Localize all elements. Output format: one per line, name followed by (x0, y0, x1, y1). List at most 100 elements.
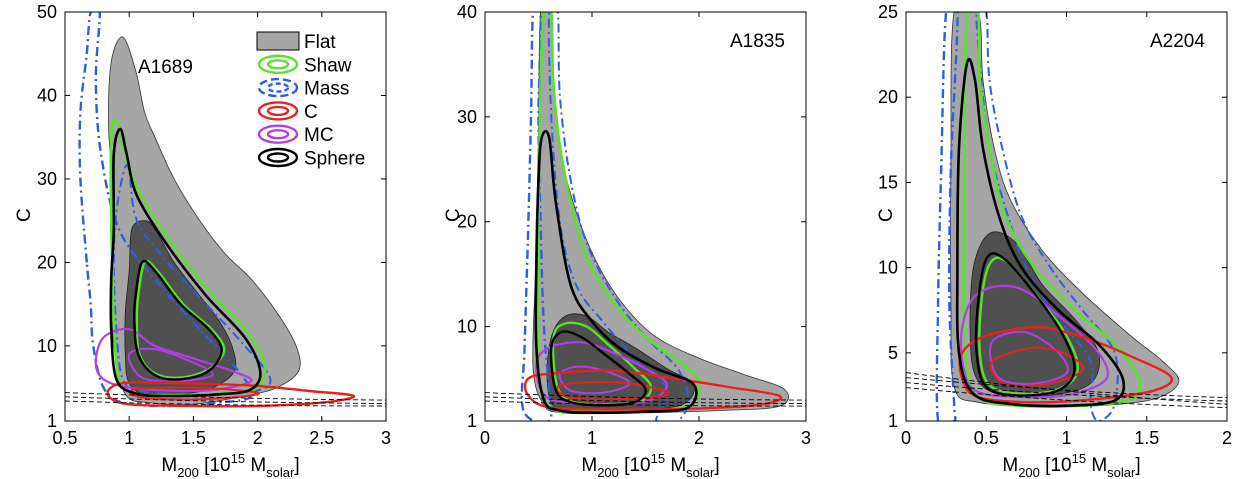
xlabel-part: ] (294, 455, 299, 476)
x-tick-label: 1.5 (181, 428, 206, 448)
x-tick-label: 0 (480, 428, 490, 448)
xlabel-part: 200 (1018, 465, 1040, 479)
mass-outer-contour (520, 12, 553, 421)
xlabel-part: 15 (231, 451, 245, 466)
y-tick-label: 20 (878, 87, 898, 107)
xlabel-a2204: M200 [1015 Msolar] (1002, 451, 1140, 479)
mc-inner-contour (127, 347, 214, 383)
x-tick-label: 3 (381, 428, 391, 448)
xlabel-part: M (161, 455, 177, 476)
xlabel-part: 15 (651, 451, 665, 466)
legend-swatch-c (257, 101, 299, 121)
legend-swatch-mass (257, 77, 299, 98)
mc-outer-contour (959, 284, 1110, 399)
shaw-inner-contour (978, 256, 1080, 396)
mass-outer-contour (935, 12, 959, 421)
y-tick-label: 50 (37, 2, 57, 22)
xlabel-part: [10 (1040, 455, 1072, 476)
xlabel-part: M (1002, 455, 1018, 476)
sphere-inner-contour (974, 252, 1076, 397)
legend-label-flat: Flat (304, 32, 336, 53)
legend-swatch-shaw (257, 54, 299, 75)
guide-line (485, 396, 806, 404)
y-tick-label: 20 (37, 252, 57, 272)
plot-area-a1689 (65, 12, 386, 408)
legend-swatch-flat (256, 31, 300, 51)
xlabel-part: solar (1107, 465, 1136, 479)
y-tick-label: 20 (457, 212, 477, 232)
x-tick-label: 2 (1222, 428, 1232, 448)
y-tick-label: 30 (457, 107, 477, 127)
ylabel-a2204: C (876, 208, 897, 222)
x-tick-label: 0.5 (974, 428, 999, 448)
y-tick-label: 1 (47, 411, 57, 431)
panel-title-a1689: A1689 (138, 57, 193, 78)
x-tick-label: 1 (124, 428, 134, 448)
xlabel-part: [10 (199, 455, 231, 476)
xlabel-a1689: M200 [1015 Msolar] (161, 451, 299, 479)
xlabel-part: 200 (597, 465, 619, 479)
legend-swatch-inner-shaw (266, 59, 290, 70)
x-tick-label: 1.5 (1134, 428, 1159, 448)
x-tick-label: 1 (1061, 428, 1071, 448)
mc-outer-contour (94, 327, 253, 393)
xlabel-part: [10 (619, 455, 651, 476)
legend-swatch-mc (257, 124, 299, 144)
plot-area-a1835 (485, 12, 806, 421)
xlabel-part: M (665, 455, 686, 476)
mc-outer-contour (535, 341, 669, 406)
ylabel-a1835: C (443, 208, 464, 222)
x-tick-label: 2 (694, 428, 704, 448)
sphere-outer-contour (109, 127, 262, 398)
xlabel-a1835: M200 [1015 Msolar] (581, 451, 719, 479)
xlabel-part: ] (1135, 455, 1140, 476)
y-tick-label: 1 (467, 411, 477, 431)
x-tick-label: 0.5 (52, 428, 77, 448)
x-tick-label: 2 (253, 428, 263, 448)
guide-line (906, 387, 1227, 409)
axes-frame (64, 11, 387, 422)
c-inner-contour (989, 346, 1084, 387)
y-tick-label: 5 (888, 343, 898, 363)
xlabel-part: 200 (177, 465, 199, 479)
panel-title-a2204: A2204 (1150, 31, 1205, 52)
legend-swatch-sphere (257, 147, 299, 168)
x-tick-label: 0 (901, 428, 911, 448)
sphere-inner-contour (132, 259, 223, 381)
y-tick-label: 15 (878, 172, 898, 192)
xlabel-part: M (581, 455, 597, 476)
y-tick-label: 1 (888, 411, 898, 431)
y-tick-label: 25 (878, 2, 898, 22)
x-tick-label: 2.5 (309, 428, 334, 448)
guide-line (485, 400, 806, 407)
mass-inner-contour (547, 12, 690, 421)
x-tick-label: 1 (587, 428, 597, 448)
guide-line (485, 392, 806, 401)
xlabel-part: 15 (1072, 451, 1086, 466)
guide-line (65, 392, 386, 401)
y-tick-label: 10 (457, 317, 477, 337)
legend-label-sphere: Sphere (304, 149, 365, 170)
y-tick-label: 30 (37, 169, 57, 189)
x-tick-label: 3 (801, 428, 811, 448)
legend-swatch-inner-c (266, 105, 290, 117)
shaw-outer-contour (109, 118, 267, 397)
shaw-outer-contour (962, 12, 1142, 408)
mass-outer-contour (78, 12, 254, 408)
c-inner-contour (128, 386, 260, 401)
xlabel-part: solar (266, 465, 295, 479)
legend-swatch-inner-mass (266, 82, 290, 93)
panel-title-a1835: A1835 (730, 31, 785, 52)
legend-swatch-inner-sphere (266, 152, 290, 163)
guide-line (906, 382, 1227, 402)
xlabel-part: ] (714, 455, 719, 476)
y-tick-label: 40 (37, 85, 57, 105)
sphere-inner-contour (549, 330, 647, 407)
legend-label-mc: MC (304, 125, 334, 146)
guide-line (65, 400, 386, 407)
